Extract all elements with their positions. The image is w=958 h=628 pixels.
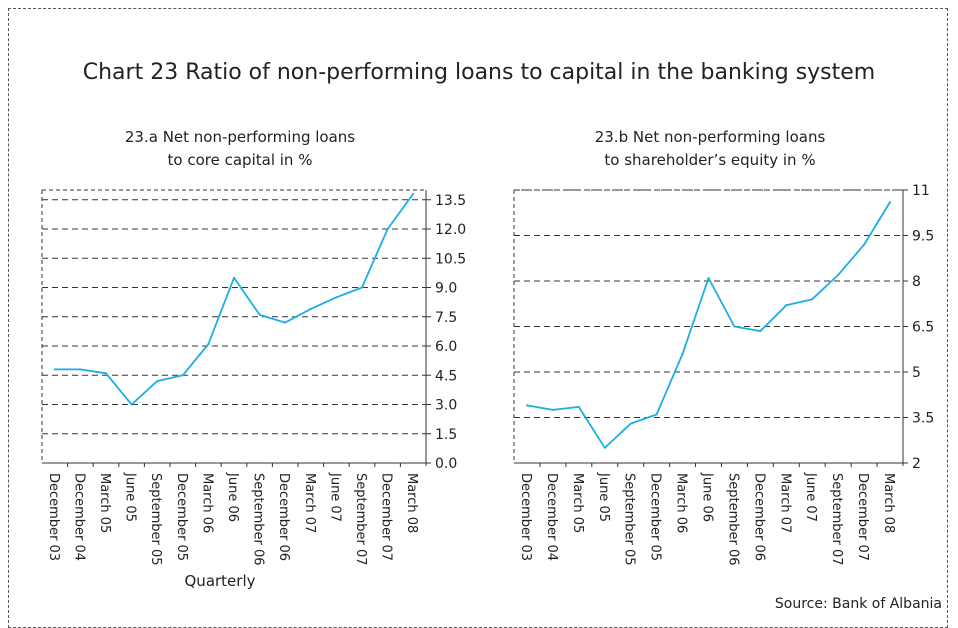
chart-b-x-tick-label: June 06 xyxy=(700,472,715,522)
chart-b-x-tick-label: December 03 xyxy=(518,473,533,561)
chart-b-x-tick-label: March 07 xyxy=(777,473,792,533)
chart-b-x-tick-label: December 04 xyxy=(544,473,559,561)
chart-a-data-point xyxy=(412,192,415,195)
chart-a-series-line xyxy=(54,193,414,406)
chart-b-data-point xyxy=(863,243,866,246)
chart-a-x-axis-label: Quarterly xyxy=(184,572,256,590)
chart-b-title-line1: 23.b Net non-performing loans xyxy=(594,128,826,146)
chart-a-y-tick-label: 12.0 xyxy=(435,222,466,238)
chart-b-x-tick-label: December 05 xyxy=(648,473,663,561)
chart-b-x-tick-label: March 08 xyxy=(881,473,896,533)
chart-b-data-point xyxy=(526,404,528,407)
chart-a-x-tick-label: March 08 xyxy=(404,473,419,533)
chart-a-data-point xyxy=(386,228,389,230)
chart-b-y-tick-label: 2 xyxy=(912,456,921,472)
chart-b-data-point xyxy=(603,446,606,449)
chart-b-data-point xyxy=(681,352,684,355)
chart-a-y-tick-label: 3.0 xyxy=(435,398,457,414)
chart-b-data-point xyxy=(655,413,658,416)
chart-a-y-tick-label: 9.0 xyxy=(435,281,457,297)
chart-a-y-tick-label: 6.0 xyxy=(435,339,457,355)
chart-b-data-point xyxy=(785,304,788,307)
chart-a-title-line2: to core capital in % xyxy=(167,151,313,169)
chart-b-title-line2: to shareholder’s equity in % xyxy=(604,151,816,169)
chart-a-data-point xyxy=(258,313,261,316)
chart-a-x-tick-label: September 07 xyxy=(353,473,368,566)
chart-a-data-point xyxy=(284,321,287,324)
chart-b-x-tick-label: March 05 xyxy=(570,473,585,533)
chart-a-y-tick-label: 0.0 xyxy=(435,456,457,472)
chart-a-x-tick-label: June 06 xyxy=(225,472,240,522)
chart-a-x-tick-label: December 03 xyxy=(46,473,61,561)
chart-a-x-tick-label: December 06 xyxy=(276,473,291,561)
chart-b-y-tick-label: 3.5 xyxy=(912,411,934,427)
chart-b-data-point xyxy=(707,277,710,279)
chart-b-data-point xyxy=(759,330,762,333)
chart-a-x-tick-label: March 06 xyxy=(199,473,214,533)
source-note: Source: Bank of Albania xyxy=(774,596,942,612)
chart-a-data-point xyxy=(79,368,82,371)
chart-a-x-tick-label: December 04 xyxy=(71,473,86,561)
chart-b-x-tick-label: September 06 xyxy=(725,473,740,566)
chart-b-x-tick-label: September 07 xyxy=(829,473,844,566)
chart-a-x-tick-label: March 07 xyxy=(302,473,317,533)
chart-b-y-tick-label: 8 xyxy=(912,274,921,290)
chart-b-y-tick-label: 9.5 xyxy=(912,229,934,245)
chart-b-title: 23.b Net non-performing loans to shareho… xyxy=(530,126,890,172)
chart-a-data-point xyxy=(130,403,133,406)
chart-b-x-tick-label: June 07 xyxy=(803,472,818,522)
chart-a-x-tick-label: December 05 xyxy=(174,473,189,561)
chart-a-y-tick-label: 4.5 xyxy=(435,368,457,384)
chart-a-y-tick-label: 7.5 xyxy=(435,310,457,326)
chart-a-title: 23.a Net non-performing loans to core ca… xyxy=(60,126,420,172)
chart-a-y-tick-label: 1.5 xyxy=(435,427,457,443)
chart-a-x-tick-label: September 06 xyxy=(251,473,266,566)
chart-a-x-tick-label: June 07 xyxy=(327,472,342,522)
chart-a-x-tick-label: June 05 xyxy=(123,472,138,522)
figure-title: Chart 23 Ratio of non-performing loans t… xyxy=(82,60,876,85)
chart-b-series-line xyxy=(526,201,891,449)
chart-b-data-point xyxy=(577,405,580,408)
chart-a-data-point xyxy=(156,380,159,383)
chart-a-x-tick-label: September 05 xyxy=(148,473,163,566)
chart-a-data-point xyxy=(233,276,235,279)
chart-b-data-point xyxy=(629,422,632,425)
chart-a-data-point xyxy=(335,296,338,299)
chart-a-x-tick-label: December 07 xyxy=(379,473,394,561)
chart-a-x-tick-label: March 05 xyxy=(97,473,112,533)
chart-b-x-tick-label: December 07 xyxy=(855,473,870,561)
chart-a-data-point xyxy=(53,368,56,371)
chart-b-x-tick-label: June 05 xyxy=(596,472,611,522)
chart-b-data-point xyxy=(733,325,736,328)
chart-b-data-point xyxy=(837,273,840,276)
chart-b-data-point xyxy=(889,201,891,204)
chart-a-data-point xyxy=(361,286,363,289)
chart-a-y-tick-label: 10.5 xyxy=(435,251,466,267)
chart-b-y-tick-label: 6.5 xyxy=(912,320,934,336)
chart-a-data-point xyxy=(207,343,210,346)
chart-b-y-tick-label: 11 xyxy=(912,183,930,199)
chart-a-data-point xyxy=(309,307,312,310)
chart-b-data-point xyxy=(551,408,554,411)
chart-b-x-tick-label: September 05 xyxy=(622,473,637,566)
chart-b-x-tick-label: March 06 xyxy=(674,473,689,533)
chart-a-title-line1: 23.a Net non-performing loans xyxy=(124,128,356,146)
chart-a-y-tick-label: 13.5 xyxy=(435,193,466,209)
chart-a-data-point xyxy=(181,374,184,377)
chart-b-x-tick-label: December 06 xyxy=(751,473,766,561)
chart-b-data-point xyxy=(811,298,814,301)
chart-a-data-point xyxy=(105,372,107,375)
chart-b-y-tick-label: 5 xyxy=(912,365,921,381)
